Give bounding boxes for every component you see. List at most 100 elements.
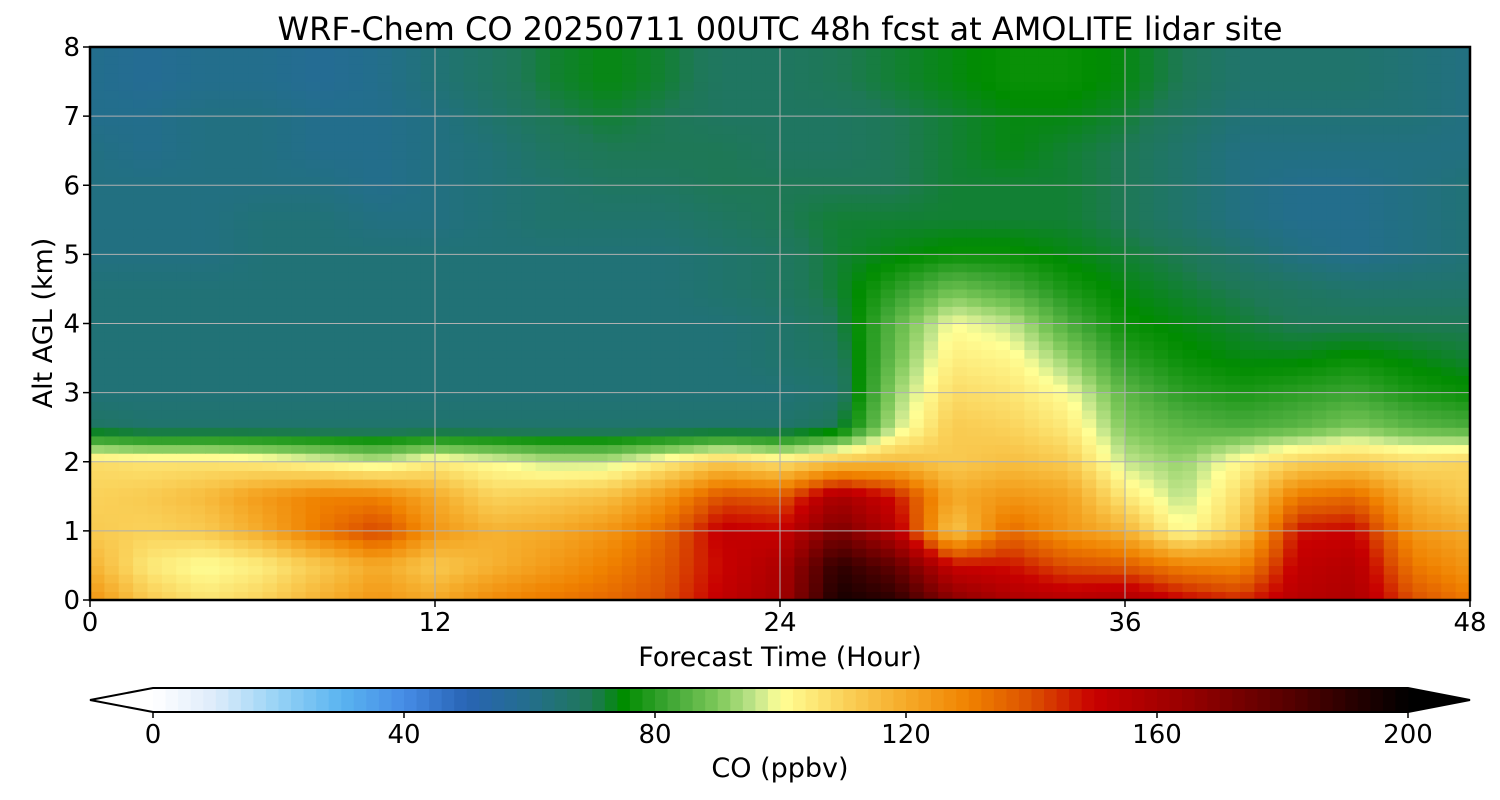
heatmap-cell [1326,392,1342,402]
heatmap-cell [1225,427,1241,437]
heatmap-cell [679,574,695,584]
heatmap-cell [1125,574,1140,584]
heatmap-cell [765,401,781,411]
heatmap-cell [1355,539,1370,549]
heatmap-cell [665,323,680,333]
heatmap-cell [90,487,105,497]
heatmap-cell [808,358,824,368]
heatmap-cell [104,280,120,290]
heatmap-cell [1153,202,1169,212]
heatmap-cell [1369,237,1385,247]
heatmap-cell [161,167,177,178]
heatmap-cell [305,591,321,601]
heatmap-cell [780,245,795,255]
heatmap-cell [276,211,292,221]
heatmap-cell [205,288,220,299]
heatmap-cell [1139,479,1155,489]
heatmap-cell [1139,288,1155,299]
heatmap-cell [305,288,321,299]
heatmap-cell [248,280,264,290]
heatmap-cell [895,383,910,394]
heatmap-cell [837,211,853,221]
heatmap-cell [104,314,120,325]
heatmap-cell [1369,332,1385,342]
heatmap-cell [1441,271,1457,281]
heatmap-cell [1426,167,1442,178]
heatmap-cell [435,271,450,281]
heatmap-cell [1110,219,1126,230]
heatmap-cell [248,297,264,307]
heatmap-cell [765,159,781,169]
heatmap-cell [334,297,350,307]
heatmap-cell [578,332,594,342]
heatmap-cell [233,461,249,471]
heatmap-cell [377,314,393,325]
heatmap-cell [966,185,982,195]
heatmap-cell [1240,409,1255,420]
heatmap-cell [1081,314,1097,325]
heatmap-cell [650,202,666,212]
heatmap-cell [276,453,292,463]
heatmap-cell [607,193,623,204]
heatmap-cell [521,487,537,497]
heatmap-cell [1096,487,1112,497]
heatmap-cell [1081,228,1097,238]
heatmap-cell [248,556,264,567]
heatmap-cell [593,193,609,204]
heatmap-cell [1096,254,1112,264]
heatmap-cell [952,358,968,368]
heatmap-cell [550,323,565,333]
heatmap-cell [233,556,249,567]
heatmap-cell [406,349,422,359]
heatmap-cell [981,444,997,454]
heatmap-cell [190,565,206,575]
heatmap-cell [463,574,479,584]
heatmap-cell [550,504,565,515]
heatmap-cell [1081,297,1097,307]
heatmap-cell [1326,237,1342,247]
heatmap-cell [420,349,436,359]
heatmap-cell [1096,418,1112,428]
heatmap-cell [1326,496,1342,506]
heatmap-cell [621,556,637,567]
heatmap-cell [621,383,637,394]
heatmap-cell [1426,401,1442,411]
heatmap-cell [1268,185,1284,195]
heatmap-cell [564,211,580,221]
heatmap-cell [866,539,882,549]
heatmap-cell [607,591,623,601]
heatmap-cell [1096,366,1112,376]
heatmap-cell [1254,228,1270,238]
heatmap-cell [621,211,637,221]
heatmap-cell [233,358,249,368]
heatmap-cell [1441,565,1457,575]
heatmap-cell [435,185,450,195]
heatmap-cell [621,470,637,480]
heatmap-cell [1081,237,1097,247]
heatmap-cell [391,383,407,394]
heatmap-cell [535,574,551,584]
heatmap-cell [348,496,364,506]
heatmap-cell [866,522,882,532]
heatmap-cell [578,297,594,307]
heatmap-cell [765,487,781,497]
heatmap-cell [593,574,609,584]
heatmap-cell [1081,530,1097,541]
heatmap-cell [391,254,407,264]
heatmap-cell [104,306,120,316]
heatmap-cell [1211,323,1227,333]
heatmap-cell [1153,574,1169,584]
heatmap-cell [1225,323,1241,333]
heatmap-cell [794,383,810,394]
heatmap-cell [995,487,1011,497]
heatmap-cell [118,392,134,402]
heatmap-cell [636,228,652,238]
heatmap-cell [1211,496,1227,506]
heatmap-cell [794,392,810,402]
heatmap-cell [909,185,925,195]
heatmap-cell [147,427,163,437]
heatmap-cell [708,548,724,558]
heatmap-cell [435,418,450,428]
heatmap-cell [1096,159,1112,169]
heatmap-cell [923,479,939,489]
